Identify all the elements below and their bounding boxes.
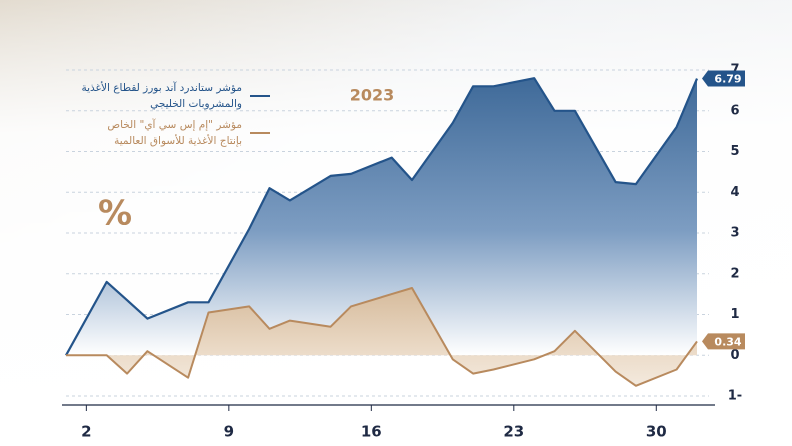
area [66, 288, 697, 386]
y-tick-label: 5 [730, 144, 739, 159]
end-label: 6.79 [714, 73, 741, 86]
x-tick-label: 16 [361, 423, 382, 441]
y-tick-label: 0 [730, 348, 739, 363]
y-tick-label: 2 [730, 266, 739, 281]
x-tick-label: 2 [81, 423, 91, 441]
y-axis-unit: % [98, 194, 132, 234]
y-tick-label: 4 [730, 185, 739, 200]
x-tick-label: 23 [503, 423, 524, 441]
y-tick-label: 7 [730, 63, 739, 78]
end-label: 0.34 [714, 335, 741, 348]
x-tick-label: 9 [224, 423, 234, 441]
line [65, 77, 699, 356]
y-tick-label: 3 [730, 226, 739, 241]
end-label-box [702, 333, 745, 350]
legend-label: مؤشر ستاندرد آند بورز لقطاع الأغذية والمش… [81, 81, 242, 110]
y-tick-label: 1- [728, 389, 742, 404]
y-tick-label: 1 [730, 307, 739, 322]
area [66, 78, 697, 356]
end-label-box [702, 70, 745, 87]
y-tick-label: 6 [730, 103, 739, 118]
subtitle: 2023 [350, 86, 395, 105]
line [66, 287, 698, 387]
legend-label: مؤشر "إم إس سي آي" الخاص بإنتاج الأغذية ل… [107, 118, 242, 147]
x-tick-label: 30 [646, 423, 667, 441]
